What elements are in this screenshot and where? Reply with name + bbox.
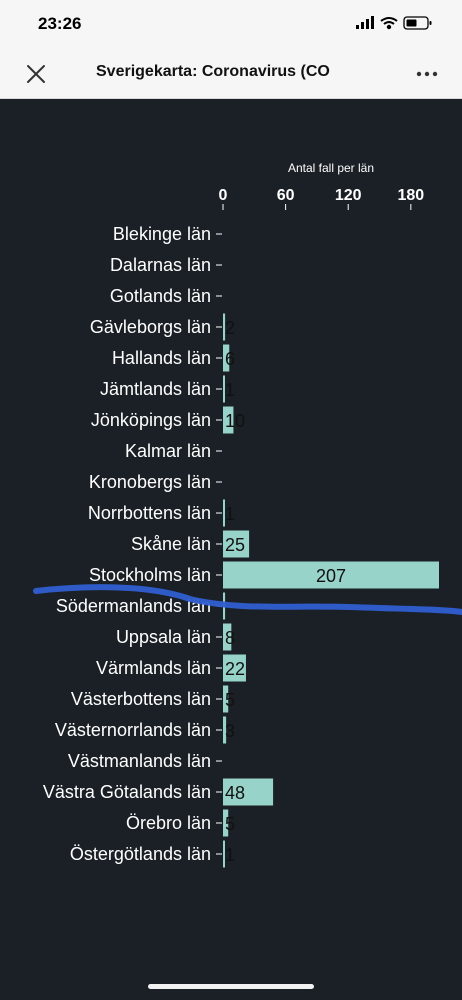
category-label: Östergötlands län: [70, 844, 211, 864]
category-label: Hallands län: [112, 348, 211, 368]
x-tick-label: 120: [335, 187, 362, 204]
data-label: 22: [225, 659, 245, 679]
x-tick-label: 0: [219, 187, 228, 204]
bar: [223, 716, 227, 744]
chart-title: Antal fall per län: [288, 161, 374, 175]
category-label: Västernorrlands län: [55, 720, 211, 740]
category-label: Dalarnas län: [110, 255, 211, 275]
bar: [223, 561, 439, 589]
close-icon[interactable]: [24, 62, 48, 86]
nav-bar: Sverigekarta: Coronavirus (CO: [0, 48, 462, 99]
bar: [223, 685, 229, 713]
scribble-annotation: [33, 584, 462, 615]
category-label: Jönköpings län: [91, 410, 211, 430]
page-title: Sverigekarta: Coronavirus (CO: [96, 63, 330, 80]
category-label: Gävleborgs län: [90, 317, 211, 337]
data-label: 10: [225, 411, 245, 431]
category-label: Blekinge län: [113, 224, 211, 244]
bar: [223, 406, 234, 434]
data-label: 5: [225, 690, 235, 710]
data-label: 8: [225, 628, 235, 648]
x-tick-label: 60: [277, 187, 295, 204]
bar: [223, 313, 226, 341]
data-label: 1: [225, 380, 235, 400]
data-label: 25: [225, 535, 245, 555]
bar: [223, 654, 246, 682]
data-label: 6: [225, 349, 235, 369]
x-tick-label: 180: [397, 187, 424, 204]
bar: [223, 809, 229, 837]
category-label: Uppsala län: [116, 627, 211, 647]
category-label: Västerbottens län: [71, 689, 211, 709]
category-label: Jämtlands län: [100, 379, 211, 399]
category-label: Skåne län: [131, 534, 211, 554]
category-label: Norrbottens län: [88, 503, 211, 523]
more-icon[interactable]: [416, 71, 438, 77]
category-label: Västmanlands län: [68, 751, 211, 771]
category-label: Södermanlands län: [56, 596, 211, 616]
signal-icon: [356, 16, 374, 29]
data-label: 2: [225, 318, 235, 338]
category-label: Gotlands län: [110, 286, 211, 306]
home-indicator[interactable]: [148, 984, 314, 989]
bar: [223, 530, 250, 558]
bar: [223, 840, 225, 868]
category-label: Värmlands län: [96, 658, 211, 678]
bar: [223, 778, 274, 806]
chart-container: Antal fall per län 0 60 120 180 Blekinge län D…: [0, 99, 462, 1000]
category-label: Örebro län: [126, 813, 211, 833]
wifi-icon: [380, 17, 398, 30]
status-bar: 23:26: [0, 0, 462, 48]
data-label: 1: [225, 845, 235, 865]
bar: [223, 375, 225, 403]
category-label: Västra Götalands län: [43, 782, 211, 802]
data-label: 207: [316, 566, 346, 586]
data-label: 48: [225, 783, 245, 803]
data-label: 5: [225, 814, 235, 834]
bar: [223, 499, 225, 527]
data-label: 1: [225, 504, 235, 524]
bar: [223, 344, 230, 372]
data-label: 3: [225, 721, 235, 741]
category-label: Kronobergs län: [89, 472, 211, 492]
bar-chart: Antal fall per län 0 60 120 180 Blekinge län D…: [33, 161, 462, 868]
bar: [223, 623, 232, 651]
status-time: 23:26: [38, 14, 82, 33]
category-label: Stockholms län: [89, 565, 211, 585]
battery-icon: [403, 16, 432, 30]
status-icons: [356, 16, 432, 30]
category-label: Kalmar län: [125, 441, 211, 461]
